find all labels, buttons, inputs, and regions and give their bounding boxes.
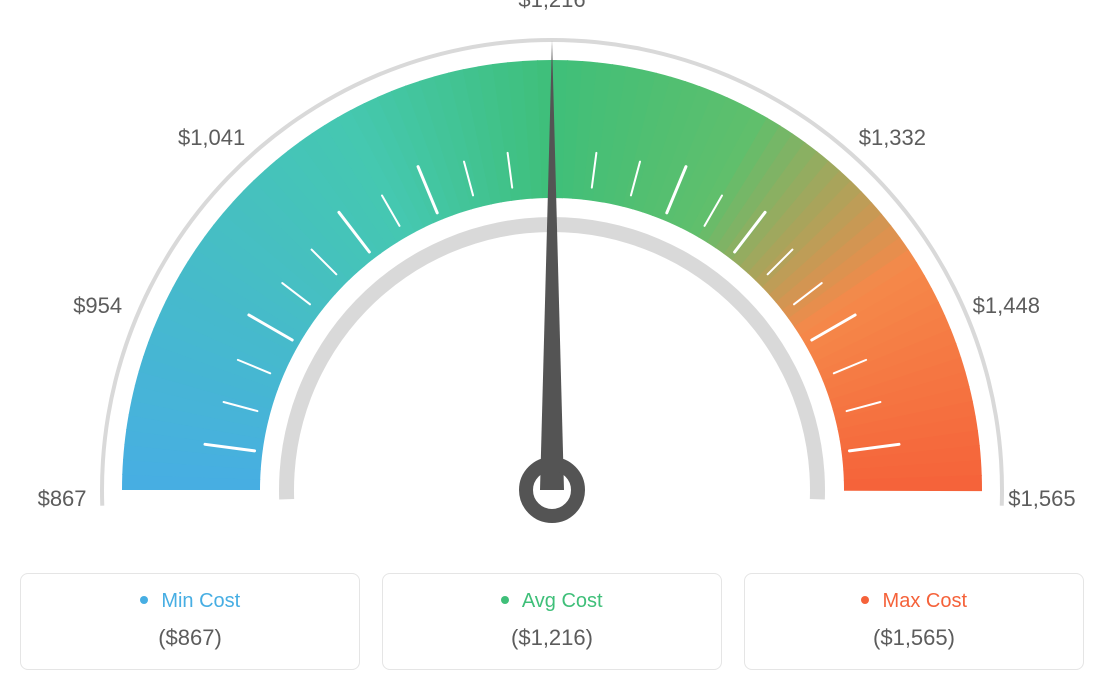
card-avg-value: ($1,216) <box>403 625 701 651</box>
card-max-cost: Max Cost ($1,565) <box>744 573 1084 670</box>
scale-label: $1,041 <box>178 125 245 151</box>
card-max-title: Max Cost <box>765 590 1063 613</box>
scale-label: $1,216 <box>518 0 585 13</box>
card-min-cost: Min Cost ($867) <box>20 573 360 670</box>
dot-icon <box>861 596 869 604</box>
gauge-svg <box>0 0 1104 560</box>
card-min-label: Min Cost <box>161 590 240 612</box>
gauge-chart-container: $867 $954 $1,041 $1,216 $1,332 $1,448 $1,565 M… <box>0 0 1104 690</box>
gauge-area: $867 $954 $1,041 $1,216 $1,332 $1,448 $1,565 <box>0 0 1104 560</box>
card-min-title: Min Cost <box>41 590 339 613</box>
card-max-label: Max Cost <box>883 590 967 612</box>
card-avg-title: Avg Cost <box>403 590 701 613</box>
card-min-value: ($867) <box>41 625 339 651</box>
scale-label: $1,332 <box>859 125 926 151</box>
scale-label: $954 <box>73 293 122 319</box>
card-avg-cost: Avg Cost ($1,216) <box>382 573 722 670</box>
legend-row: Min Cost ($867) Avg Cost ($1,216) Max Co… <box>20 573 1084 670</box>
card-avg-label: Avg Cost <box>522 590 603 612</box>
dot-icon <box>501 596 509 604</box>
dot-icon <box>140 596 148 604</box>
scale-label: $867 <box>38 486 87 512</box>
scale-label: $1,448 <box>973 293 1040 319</box>
card-max-value: ($1,565) <box>765 625 1063 651</box>
scale-label: $1,565 <box>1008 486 1075 512</box>
